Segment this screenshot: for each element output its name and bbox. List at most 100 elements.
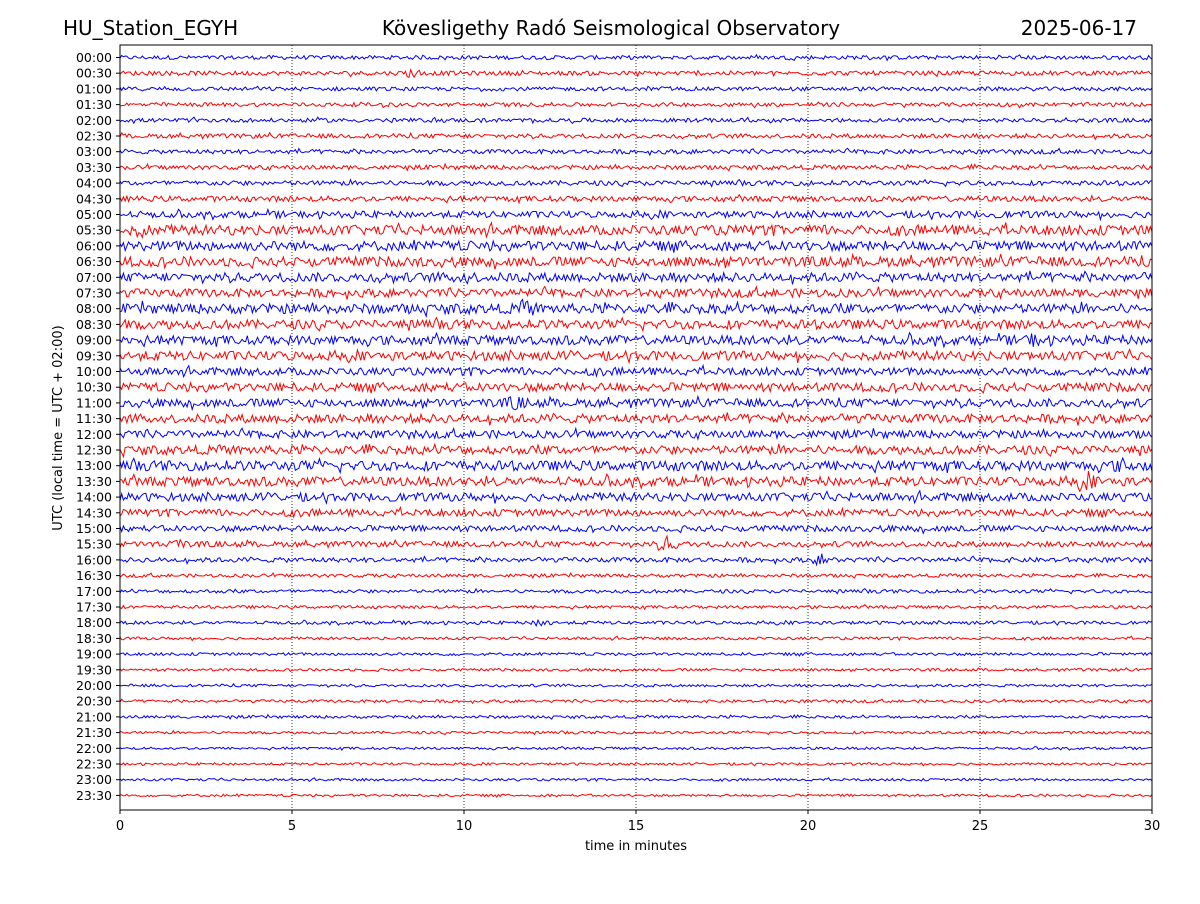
trace-2200 <box>119 745 1153 751</box>
y-tick-label-0900: 09:00 <box>76 333 112 348</box>
y-tick-labels: 00:0000:3001:0001:3002:0002:3003:0003:30… <box>76 50 120 803</box>
trace-1330 <box>120 470 1153 493</box>
x-tick-label-5: 5 <box>288 819 296 834</box>
trace-1300 <box>119 456 1153 475</box>
x-tick-label-15: 15 <box>628 819 645 834</box>
trace-0400 <box>119 178 1153 188</box>
y-tick-label-0100: 01:00 <box>76 81 112 96</box>
trace-0930 <box>119 348 1153 365</box>
y-tick-label-1200: 12:00 <box>76 427 112 442</box>
y-tick-label-1300: 13:00 <box>76 458 112 473</box>
station-label: HU_Station_EGYH <box>63 16 238 40</box>
y-tick-label-0130: 01:30 <box>76 97 112 112</box>
trace-2230 <box>119 761 1153 767</box>
y-tick-label-2100: 21:00 <box>76 709 112 724</box>
x-tick-label-25: 25 <box>972 819 989 834</box>
trace-1500 <box>119 523 1153 535</box>
y-tick-label-1230: 12:30 <box>76 443 112 458</box>
y-tick-label-2330: 23:30 <box>76 788 112 803</box>
y-tick-label-0000: 00:00 <box>76 50 112 65</box>
trace-1700 <box>119 587 1153 595</box>
y-tick-label-1430: 14:30 <box>76 505 112 520</box>
x-tick-labels: 0 5 10 15 20 25 30 <box>116 810 1160 834</box>
trace-0730 <box>119 285 1153 301</box>
plot-frame <box>119 44 1153 811</box>
y-tick-label-1900: 19:00 <box>76 647 112 662</box>
trace-0500 <box>119 207 1153 222</box>
trace-1200 <box>119 426 1153 441</box>
y-tick-label-1400: 14:00 <box>76 490 112 505</box>
y-tick-label-0630: 06:30 <box>76 254 112 269</box>
trace-group <box>119 53 1153 798</box>
y-tick-label-1530: 15:30 <box>76 537 112 552</box>
trace-0200 <box>119 116 1153 125</box>
y-tick-label-1700: 17:00 <box>76 584 112 599</box>
y-tick-label-1800: 18:00 <box>76 615 112 630</box>
x-tick-label-20: 20 <box>800 819 817 834</box>
y-tick-label-0800: 08:00 <box>76 301 112 316</box>
y-tick-label-0600: 06:00 <box>76 238 112 253</box>
trace-2000 <box>119 682 1153 689</box>
trace-2300 <box>119 777 1153 782</box>
trace-0330 <box>119 162 1153 172</box>
y-tick-label-2130: 21:30 <box>76 725 112 740</box>
y-tick-label-1000: 10:00 <box>76 364 112 379</box>
trace-1230 <box>119 442 1153 459</box>
trace-1130 <box>119 411 1153 426</box>
trace-1800 <box>119 618 1153 628</box>
y-tick-label-0700: 07:00 <box>76 270 112 285</box>
trace-0630 <box>119 252 1153 270</box>
y-tick-label-0300: 03:00 <box>76 144 112 159</box>
trace-1000 <box>119 363 1153 379</box>
y-tick-label-2000: 20:00 <box>76 678 112 693</box>
trace-0000 <box>119 53 1153 62</box>
x-axis-label: time in minutes <box>585 839 687 854</box>
y-tick-label-0830: 08:30 <box>76 317 112 332</box>
trace-1400 <box>119 489 1153 505</box>
trace-2130 <box>119 729 1153 736</box>
y-tick-label-2200: 22:00 <box>76 741 112 756</box>
y-tick-label-0230: 02:30 <box>76 129 112 144</box>
trace-0900 <box>119 331 1153 349</box>
y-tick-label-1130: 11:30 <box>76 411 112 426</box>
trace-1900 <box>119 651 1153 657</box>
trace-0030 <box>119 67 1153 79</box>
y-tick-label-2030: 20:30 <box>76 694 112 709</box>
trace-0300 <box>119 147 1153 157</box>
y-tick-label-1730: 17:30 <box>76 600 112 615</box>
y-tick-label-0030: 00:30 <box>76 66 112 81</box>
x-tick-label-0: 0 <box>116 819 124 834</box>
y-tick-label-0530: 05:30 <box>76 223 112 238</box>
trace-1100 <box>119 394 1153 412</box>
trace-0700 <box>119 270 1153 285</box>
trace-0530 <box>119 221 1153 239</box>
y-tick-label-0200: 02:00 <box>76 113 112 128</box>
y-tick-label-0930: 09:30 <box>76 348 112 363</box>
y-tick-label-1500: 15:00 <box>76 521 112 536</box>
y-tick-label-1330: 13:30 <box>76 474 112 489</box>
y-tick-label-2300: 23:00 <box>76 772 112 787</box>
y-tick-label-1030: 10:30 <box>76 380 112 395</box>
trace-1930 <box>119 667 1153 673</box>
y-tick-label-1600: 16:00 <box>76 552 112 567</box>
y-tick-label-1830: 18:30 <box>76 631 112 646</box>
x-tick-label-10: 10 <box>456 819 473 834</box>
trace-0830 <box>119 316 1153 333</box>
y-axis-label: UTC (local time = UTC + 02:00) <box>51 325 66 530</box>
trace-0800 <box>119 298 1153 319</box>
chart-title: Kövesligethy Radó Seismological Observat… <box>382 16 840 40</box>
trace-1730 <box>119 604 1153 611</box>
y-tick-label-1930: 19:30 <box>76 662 112 677</box>
trace-1600 <box>119 553 1153 567</box>
trace-1530 <box>119 534 1153 552</box>
y-tick-label-0330: 03:30 <box>76 160 112 175</box>
y-tick-label-0430: 04:30 <box>76 191 112 206</box>
trace-1430 <box>119 505 1153 519</box>
date-label: 2025-06-17 <box>1021 16 1137 40</box>
trace-1030 <box>119 381 1153 395</box>
trace-0130 <box>119 101 1153 109</box>
y-tick-label-1100: 11:00 <box>76 395 112 410</box>
